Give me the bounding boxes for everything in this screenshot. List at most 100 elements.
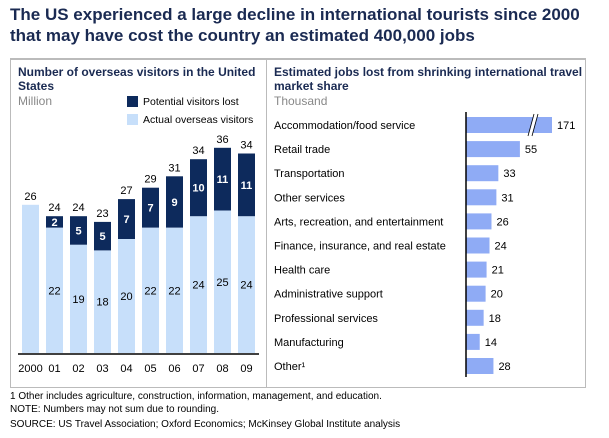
bar-actual-05 <box>142 227 159 353</box>
category-label: Accommodation/food service <box>274 120 415 132</box>
right-chart-unit: Thousand <box>274 94 328 108</box>
bar-jobs <box>466 189 497 206</box>
value-label: 28 <box>498 361 510 373</box>
label-actual-03: 18 <box>96 297 108 309</box>
bar-jobs <box>466 309 484 326</box>
figure-title: The US experienced a large decline in in… <box>10 5 580 45</box>
label-total-05: 29 <box>144 174 156 186</box>
x-tick-02: 02 <box>72 363 84 375</box>
x-tick-2000: 2000 <box>18 363 42 375</box>
label-lost-07: 10 <box>192 183 204 195</box>
bar-lost-07 <box>190 159 207 217</box>
legend-swatch-lost <box>127 96 138 107</box>
bar-lost-05 <box>142 187 159 228</box>
category-label: Health care <box>274 265 330 277</box>
bar-jobs <box>466 213 492 230</box>
value-label: 21 <box>492 265 504 277</box>
bar-actual-07 <box>190 216 207 353</box>
label-total-03: 23 <box>96 208 108 220</box>
label-total-01: 24 <box>48 202 60 214</box>
value-label: 26 <box>496 216 508 228</box>
value-label: 31 <box>501 192 513 204</box>
bar-jobs <box>466 358 494 374</box>
label-lost-02: 5 <box>75 225 81 237</box>
label-lost-08: 11 <box>217 174 229 186</box>
bar-lost-03 <box>94 221 111 251</box>
label-lost-01: 2 <box>51 217 57 229</box>
bar-lost-06 <box>166 176 183 228</box>
bar-jobs <box>466 141 520 158</box>
label-lost-03: 5 <box>99 231 105 243</box>
right-chart-title: Estimated jobs lost from shrinking inter… <box>274 65 583 93</box>
label-actual-01: 22 <box>48 285 60 297</box>
label-actual-02: 19 <box>72 294 84 306</box>
label-actual-09: 24 <box>240 280 252 292</box>
bar-lost-04 <box>118 199 135 239</box>
axis-break-mark <box>527 113 535 137</box>
label-lost-06: 9 <box>171 197 177 209</box>
label-total-04: 27 <box>120 185 132 197</box>
label-total-07: 34 <box>192 145 204 157</box>
x-tick-07: 07 <box>192 363 204 375</box>
value-label: 171 <box>557 120 575 132</box>
category-label: Administrative support <box>274 289 383 301</box>
category-label: Retail trade <box>274 144 330 156</box>
bar-jobs <box>466 165 499 182</box>
label-total-2000: 26 <box>24 191 36 203</box>
x-tick-04: 04 <box>120 363 132 375</box>
left-chart-title: Number of overseas visitors in the Unite… <box>18 65 256 93</box>
label-actual-06: 22 <box>168 285 180 297</box>
label-lost-09: 11 <box>241 180 253 192</box>
x-tick-08: 08 <box>216 363 228 375</box>
value-label: 24 <box>495 241 507 253</box>
bar-jobs <box>466 117 552 133</box>
category-label: Other services <box>274 192 345 204</box>
x-tick-09: 09 <box>240 363 252 375</box>
label-total-02: 24 <box>72 202 84 214</box>
legend-label-actual: Actual overseas visitors <box>143 114 254 126</box>
axis-break-gap <box>528 113 538 137</box>
bar-jobs <box>466 261 487 278</box>
category-label: Arts, recreation, and entertainment <box>274 216 443 228</box>
footnote-source: SOURCE: US Travel Association; Oxford Ec… <box>10 419 401 430</box>
legend-label-lost: Potential visitors lost <box>143 96 239 108</box>
bar-actual-06 <box>166 227 183 353</box>
label-actual-04: 20 <box>120 291 132 303</box>
bar-actual-09 <box>238 216 255 353</box>
axis-break-mark <box>531 113 539 137</box>
bar-jobs <box>466 285 486 302</box>
category-label: Finance, insurance, and real estate <box>274 241 446 253</box>
chart-panel <box>10 58 586 388</box>
label-lost-04: 7 <box>123 214 129 226</box>
bar-actual-2000 <box>22 204 39 353</box>
category-label: Manufacturing <box>274 337 344 349</box>
value-label: 55 <box>525 144 537 156</box>
bar-lost-09 <box>238 153 255 217</box>
bar-actual-08 <box>214 210 231 353</box>
category-label: Other¹ <box>274 361 306 373</box>
value-label: 33 <box>503 168 515 180</box>
bar-lost-08 <box>214 147 231 211</box>
label-total-09: 34 <box>240 140 252 152</box>
x-tick-06: 06 <box>168 363 180 375</box>
label-actual-05: 22 <box>144 285 156 297</box>
left-chart-unit: Million <box>18 94 53 108</box>
x-tick-03: 03 <box>96 363 108 375</box>
label-lost-05: 7 <box>147 203 153 215</box>
bar-lost-01 <box>46 216 63 228</box>
value-label: 18 <box>489 313 501 325</box>
value-label: 20 <box>491 289 503 301</box>
x-tick-05: 05 <box>144 363 156 375</box>
category-label: Transportation <box>274 168 345 180</box>
category-label: Professional services <box>274 313 378 325</box>
bar-actual-02 <box>70 244 87 353</box>
bar-jobs <box>466 333 480 350</box>
label-actual-08: 25 <box>216 277 228 289</box>
footnote-1: 1 Other includes agriculture, constructi… <box>10 391 382 402</box>
label-total-08: 36 <box>216 134 228 146</box>
legend-swatch-actual <box>127 114 138 125</box>
bar-actual-01 <box>46 227 63 353</box>
bar-actual-04 <box>118 239 135 353</box>
